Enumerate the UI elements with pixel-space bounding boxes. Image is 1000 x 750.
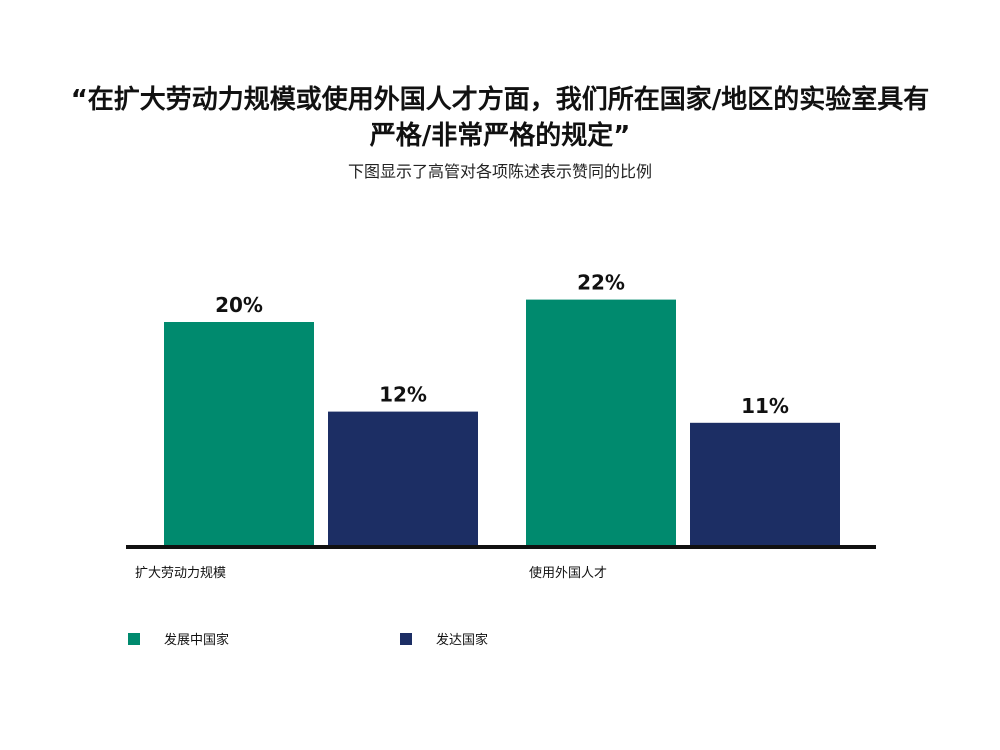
legend-label-series-1: 发达国家 xyxy=(436,633,489,648)
chart-subtitle: 下图显示了高管对各项陈述表示赞同的比例 xyxy=(347,162,652,181)
legend-label-series-0: 发展中国家 xyxy=(164,633,230,648)
bar-0-series-0 xyxy=(164,322,314,546)
category-label-0: 扩大劳动力规模 xyxy=(135,565,226,581)
legend-swatch-series-0 xyxy=(128,632,140,645)
category-label-1: 使用外国人才 xyxy=(529,565,607,581)
bar-0-series-1 xyxy=(328,411,478,546)
chart-title: “在扩大劳动力规模或使用外国人才方面，我们所在国家/地区的实验室具有严格/非常严… xyxy=(70,85,930,151)
data-label-1-series-0: 22% xyxy=(577,271,625,295)
bar-1-series-1 xyxy=(690,422,840,546)
bar-chart: 20% 12% 扩大劳动力规模 22% 11% 使用外国人才 xyxy=(126,271,876,581)
data-label-0-series-0: 20% xyxy=(215,293,263,317)
data-label-0-series-1: 12% xyxy=(379,383,427,407)
legend-item-series-1: 发达国家 xyxy=(400,629,488,648)
bar-1-series-0 xyxy=(526,299,676,546)
data-label-1-series-1: 11% xyxy=(741,394,789,418)
legend-swatch-series-1 xyxy=(400,632,412,645)
legend: 发展中国家 发达国家 xyxy=(0,629,1000,653)
legend-item-series-0: 发展中国家 xyxy=(128,629,229,648)
